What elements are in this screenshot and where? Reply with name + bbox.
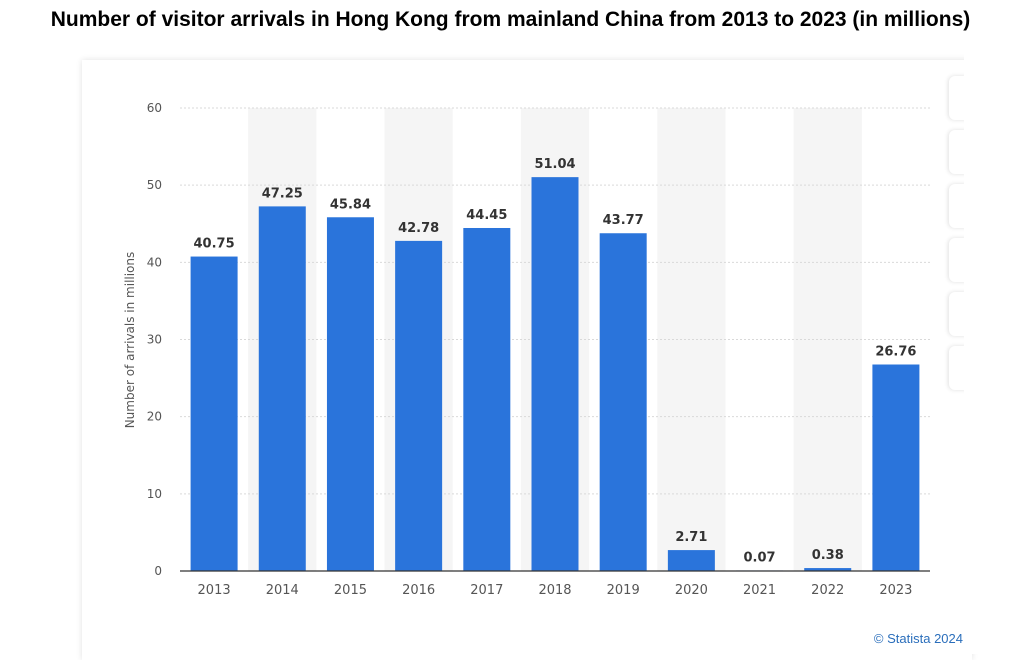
value-label: 42.78 bbox=[398, 221, 439, 236]
y-tick-label: 0 bbox=[154, 564, 162, 578]
bar bbox=[872, 364, 920, 571]
bar bbox=[395, 240, 443, 572]
value-label: 0.07 bbox=[744, 550, 776, 565]
y-axis-label: Number of arrivals in millions bbox=[123, 252, 137, 429]
value-label: 45.84 bbox=[330, 197, 371, 212]
x-tick-label: 2022 bbox=[811, 583, 844, 598]
x-tick-label: 2015 bbox=[334, 583, 367, 598]
value-labels: 40.75 47.25 45.84 42.78 44.45 51.04 43.77 2.71 0… bbox=[194, 157, 917, 565]
x-tick-label: 2021 bbox=[743, 583, 776, 598]
x-tick-label: 2023 bbox=[879, 583, 912, 598]
y-tick-labels: 0 10 20 30 40 50 60 bbox=[147, 101, 162, 578]
x-tick-labels: 2013 2014 2015 2016 2017 2018 2019 2020 2021 2022… bbox=[198, 583, 913, 598]
x-tick-label: 2018 bbox=[538, 583, 571, 598]
x-tick-label: 2020 bbox=[675, 583, 708, 598]
bar bbox=[804, 568, 852, 571]
right-edge bbox=[964, 40, 1021, 654]
bar bbox=[190, 256, 238, 571]
value-label: 26.76 bbox=[875, 345, 916, 360]
y-tick-label: 10 bbox=[147, 487, 162, 501]
page-title: Number of visitor arrivals in Hong Kong … bbox=[50, 8, 971, 31]
value-label: 51.04 bbox=[534, 157, 575, 172]
y-tick-label: 30 bbox=[147, 333, 162, 347]
value-label: 0.38 bbox=[812, 548, 844, 563]
value-label: 43.77 bbox=[603, 213, 644, 228]
x-tick-label: 2014 bbox=[266, 583, 299, 598]
statista-credit-link[interactable]: © Statista 2024 bbox=[873, 631, 963, 646]
bar bbox=[463, 227, 511, 571]
value-label: 2.71 bbox=[675, 530, 707, 545]
x-tick-label: 2017 bbox=[470, 583, 503, 598]
x-tick-label: 2013 bbox=[198, 583, 231, 598]
x-tick-label: 2019 bbox=[607, 583, 640, 598]
y-tick-label: 50 bbox=[147, 178, 162, 192]
y-tick-label: 60 bbox=[147, 101, 162, 115]
bar bbox=[667, 550, 715, 571]
background-band bbox=[793, 108, 862, 571]
y-tick-label: 20 bbox=[147, 410, 162, 424]
value-label: 40.75 bbox=[194, 237, 235, 252]
bar bbox=[258, 206, 306, 571]
value-label: 44.45 bbox=[466, 208, 507, 223]
value-label: 47.25 bbox=[262, 186, 303, 201]
bar bbox=[531, 177, 579, 571]
x-tick-label: 2016 bbox=[402, 583, 435, 598]
background-band bbox=[657, 108, 726, 571]
bar bbox=[599, 233, 647, 571]
y-tick-label: 40 bbox=[147, 255, 162, 269]
bar bbox=[326, 217, 374, 571]
bars bbox=[190, 177, 920, 572]
